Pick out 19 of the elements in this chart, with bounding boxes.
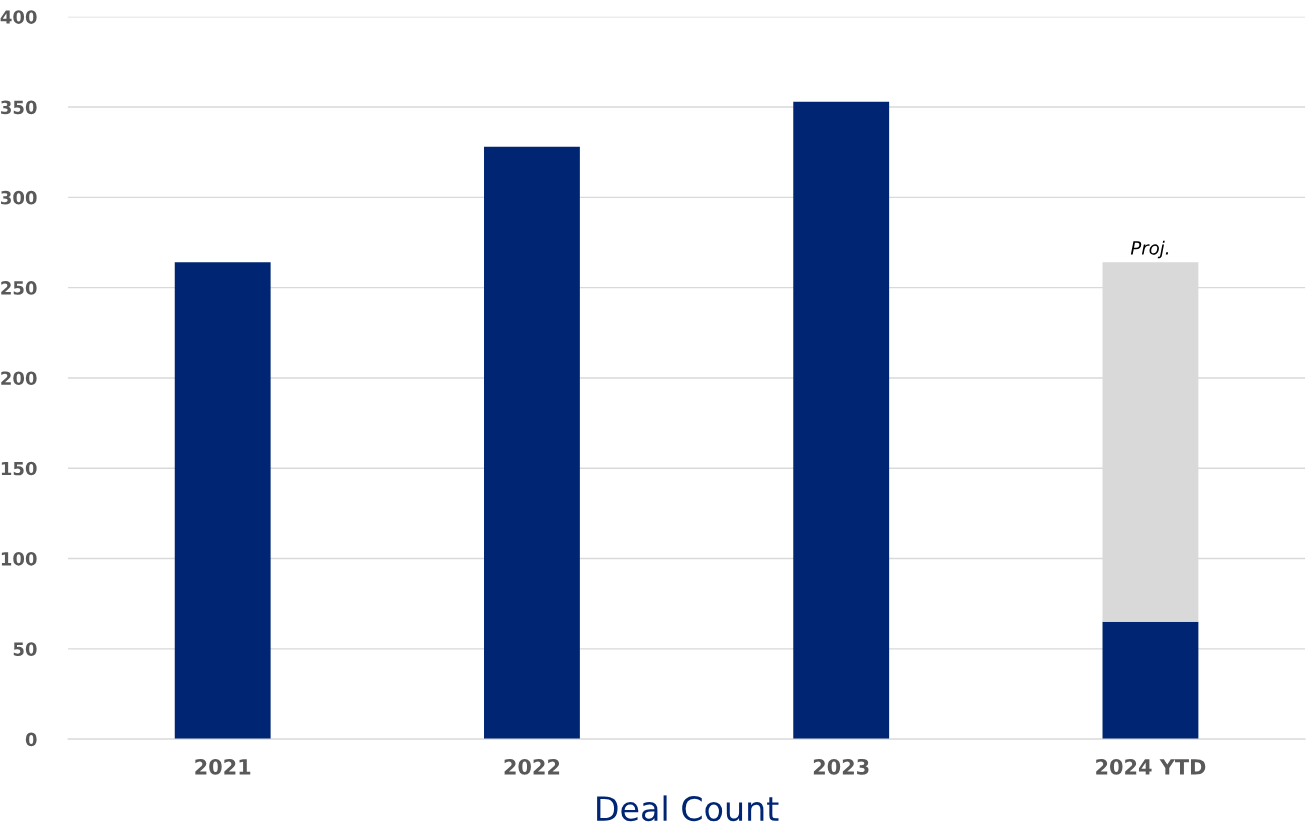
x-axis-title: Deal Count (597, 795, 779, 822)
x-tick-label: 2024 YTD (1096, 758, 1206, 775)
bar (1102, 621, 1199, 740)
x-tick-label: 2022 (504, 758, 560, 775)
y-tick-label: 250 (1, 281, 37, 295)
bar (793, 101, 890, 740)
x-tick-label: 2021 (195, 758, 251, 775)
y-tick-label: 350 (1, 100, 37, 115)
x-tick-label: 2023 (813, 758, 869, 775)
y-tick-label: 100 (1, 551, 37, 566)
y-tick-label: 50 (13, 642, 37, 656)
annotation: Proj. (1130, 240, 1169, 259)
y-tick-label: 200 (1, 371, 37, 386)
y-tick-label: 0 (25, 732, 37, 747)
y-tick-label: 400 (0, 10, 37, 24)
bar (174, 262, 271, 740)
y-tick-label: 300 (1, 190, 37, 205)
y-tick-label: 150 (1, 461, 37, 476)
bar (484, 146, 580, 740)
